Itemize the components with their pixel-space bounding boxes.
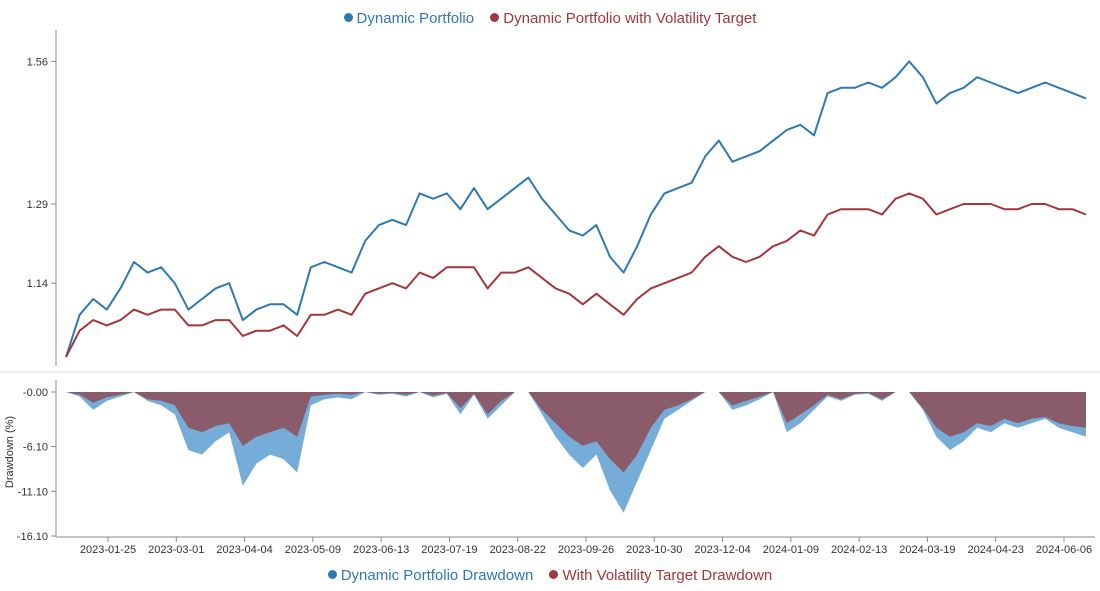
- legend-dot-icon: [327, 570, 337, 579]
- bottom-y-tick-label: -6.10: [23, 442, 48, 454]
- legend-item-volatility-target[interactable]: Dynamic Portfolio with Volatility Target: [490, 10, 756, 27]
- legend-item-portfolio-drawdown[interactable]: Dynamic Portfolio Drawdown: [327, 567, 534, 584]
- legend-dot-icon: [343, 13, 353, 22]
- x-tick-label: 2023-01-25: [80, 544, 136, 556]
- legend-dot-icon: [490, 13, 500, 22]
- x-tick-label: 2023-03-01: [148, 544, 204, 556]
- x-tick-label: 2023-12-04: [694, 544, 750, 556]
- legend-item-vol-target-drawdown[interactable]: With Volatility Target Drawdown: [549, 567, 772, 584]
- top-y-tick-label: 1.14: [27, 278, 48, 290]
- vol-target-drawdown-area: [66, 392, 1086, 473]
- legend-label: Dynamic Portfolio Drawdown: [340, 567, 534, 584]
- x-tick-label: 2024-06-06: [1036, 544, 1092, 556]
- legend-label: With Volatility Target Drawdown: [562, 567, 773, 584]
- top-legend: Dynamic Portfolio Dynamic Portfolio with…: [0, 10, 1100, 27]
- dynamic-portfolio-line: [65, 60, 1087, 358]
- bottom-y-tick-label: -0.00: [23, 387, 48, 399]
- top-y-tick-label: 1.29: [27, 199, 48, 211]
- bottom-y-tick-label: -11.10: [18, 486, 48, 498]
- x-tick-label: 2023-05-09: [285, 544, 341, 556]
- x-tick-label: 2023-07-19: [421, 544, 477, 556]
- bottom-y-tick-label: -16.10: [17, 531, 48, 543]
- x-tick-label: 2024-04-23: [968, 544, 1024, 556]
- x-tick-label: 2023-10-30: [626, 544, 682, 556]
- x-tick-label: 2023-06-13: [353, 544, 409, 556]
- x-tick-label: 2024-01-09: [763, 544, 819, 556]
- legend-item-dynamic-portfolio[interactable]: Dynamic Portfolio: [343, 10, 475, 27]
- top-y-tick-label: 1.56: [27, 56, 48, 68]
- x-tick-label: 2023-09-26: [558, 544, 614, 556]
- x-tick-label: 2023-08-22: [490, 544, 546, 556]
- x-tick-label: 2024-02-13: [831, 544, 887, 556]
- legend-label: Dynamic Portfolio with Volatility Target: [503, 10, 757, 27]
- legend-label: Dynamic Portfolio: [356, 10, 475, 27]
- bottom-legend: Dynamic Portfolio Drawdown With Volatili…: [0, 567, 1100, 584]
- drawdown-axis-title: Drawdown (%): [4, 416, 16, 488]
- x-tick-label: 2024-03-19: [899, 544, 955, 556]
- x-tick-label: 2023-04-04: [216, 544, 272, 556]
- volatility-target-line: [65, 192, 1087, 358]
- legend-dot-icon: [549, 570, 559, 579]
- portfolio-drawdown-area: [66, 392, 1086, 513]
